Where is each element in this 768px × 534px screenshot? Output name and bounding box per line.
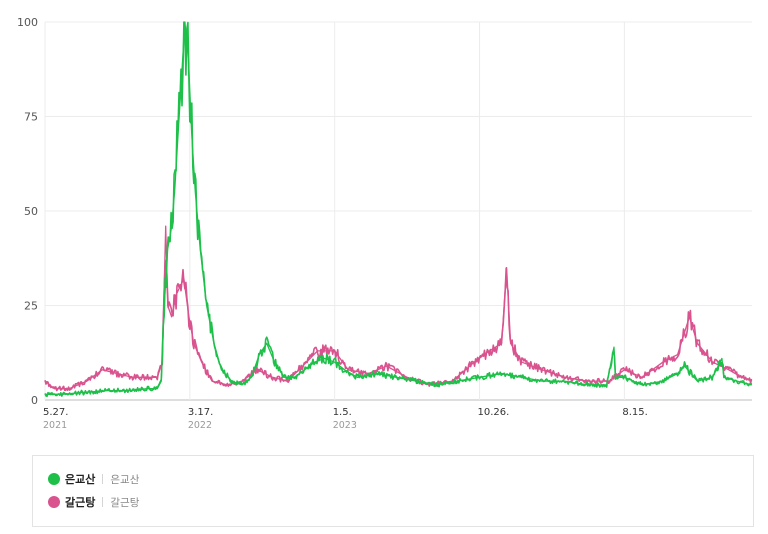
trend-line-chart: 0 25 50 75 100 5.27. 2021 3.17. 2022 1.5. 2023 10.… xyxy=(17,16,753,431)
legend-item-series-2[interactable]: 갈근탕 갈근탕 xyxy=(48,494,139,510)
legend: 은교산 은교산 갈근탕 갈근탕 xyxy=(32,455,754,527)
y-tick-label: 75 xyxy=(24,111,38,124)
legend-series-1-name: 은교산 xyxy=(65,473,96,486)
legend-series-2-terms: 갈근탕 xyxy=(110,496,140,509)
y-tick-label: 100 xyxy=(17,16,38,29)
y-tick-label: 25 xyxy=(24,300,38,313)
legend-dot-series-1 xyxy=(48,473,60,485)
x-axis-ticks: 5.27. 2021 3.17. 2022 1.5. 2023 10.26. 8.15. xyxy=(43,407,648,431)
series-line-1 xyxy=(44,21,753,398)
legend-separator xyxy=(102,474,104,484)
y-axis-ticks: 0 25 50 75 100 xyxy=(17,16,38,407)
legend-dot-series-2 xyxy=(48,496,60,508)
x-tick-label: 5.27. xyxy=(43,407,68,418)
legend-series-2-name: 갈근탕 xyxy=(65,496,96,509)
gridlines xyxy=(44,21,752,401)
series-lines xyxy=(44,21,753,398)
x-tick-label: 8.15. xyxy=(622,407,647,418)
x-tick-year-label: 2023 xyxy=(333,420,357,431)
series-line-2 xyxy=(44,259,753,392)
x-tick-year-label: 2022 xyxy=(188,420,212,431)
y-tick-label: 50 xyxy=(24,205,38,218)
series-anchor-line-1 xyxy=(45,21,753,395)
legend-item-series-1[interactable]: 은교산 은교산 xyxy=(48,471,139,487)
legend-separator xyxy=(102,497,104,507)
x-tick-year-label: 2021 xyxy=(43,420,67,431)
y-tick-label: 0 xyxy=(31,394,38,407)
legend-series-1-terms: 은교산 xyxy=(110,473,140,486)
x-tick-label: 3.17. xyxy=(188,407,213,418)
series-anchor-line-2 xyxy=(44,225,753,390)
x-tick-label: 10.26. xyxy=(478,407,510,418)
x-tick-label: 1.5. xyxy=(333,407,352,418)
